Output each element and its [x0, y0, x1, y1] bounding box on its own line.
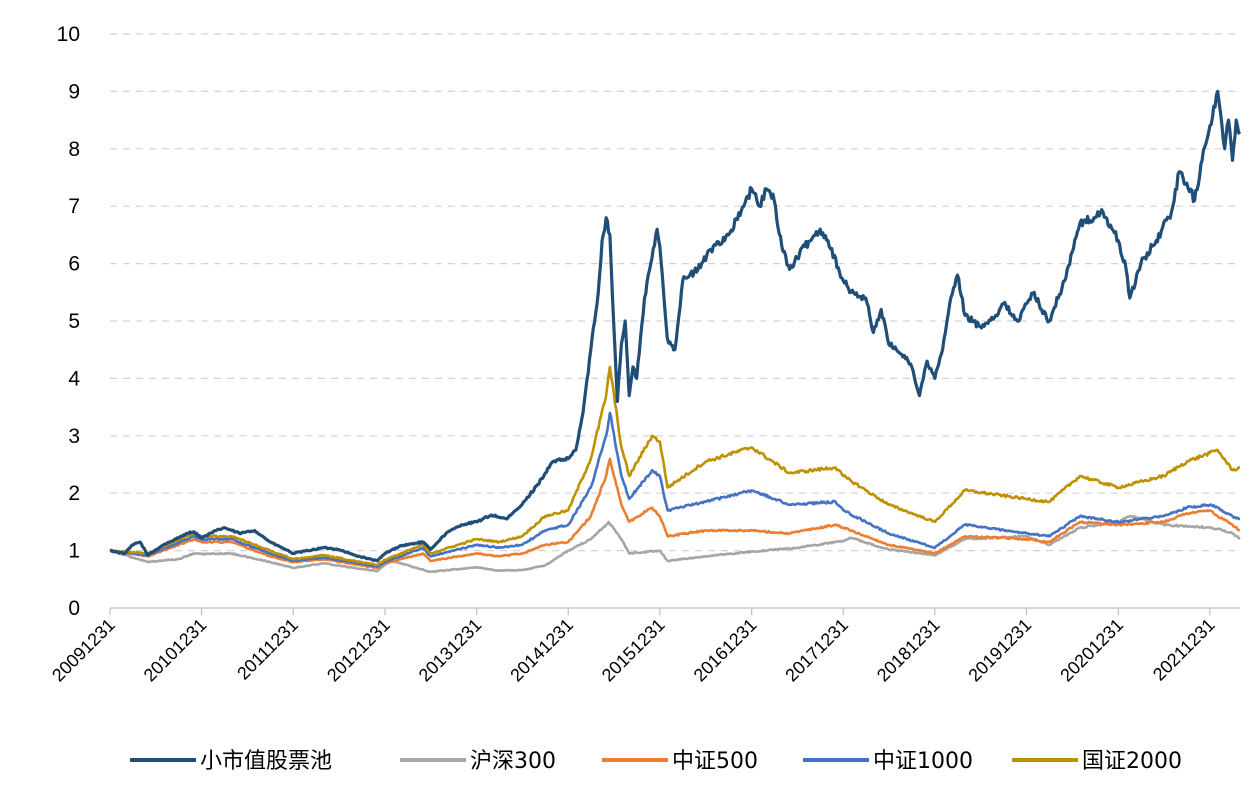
y-tick-label: 10	[57, 23, 80, 46]
x-tick-label: 20101231	[140, 615, 211, 686]
grid-lines	[110, 33, 1240, 552]
legend-label: 中证500	[672, 749, 758, 774]
legend-label: 国证2000	[1082, 749, 1182, 774]
y-tick-label: 2	[68, 482, 80, 505]
x-tick-label: 20211231	[1149, 615, 1219, 685]
series-line	[109, 89, 1242, 563]
series-line	[109, 457, 1241, 570]
x-tick-label: 20151231	[598, 615, 669, 686]
x-tick-label: 20161231	[690, 615, 761, 686]
legend: 小市值股票池 沪深300 中证500 中证1000 国证2000	[130, 749, 1182, 774]
x-tick-label: 20141231	[506, 615, 577, 686]
x-tick-label: 20171231	[781, 615, 852, 686]
y-axis-ticks: 0 1 2 3 4 5 6 7 8 9 10	[57, 23, 81, 620]
legend-label: 沪深300	[470, 749, 556, 774]
x-tick-label: 20131231	[415, 615, 486, 686]
y-tick-label: 6	[68, 253, 80, 276]
series-line	[109, 411, 1241, 568]
legend-label: 中证1000	[873, 749, 973, 774]
series-line	[109, 514, 1241, 574]
y-tick-label: 5	[68, 310, 80, 333]
y-tick-label: 3	[68, 425, 80, 448]
series-lines	[109, 89, 1242, 574]
y-tick-label: 1	[68, 540, 80, 563]
y-tick-label: 9	[68, 80, 80, 103]
series-line	[109, 365, 1240, 567]
x-axis: 20091231 20101231 20111231 20121231 20131231…	[48, 607, 1240, 686]
y-tick-label: 0	[68, 597, 80, 620]
x-tick-label: 20191231	[964, 615, 1035, 686]
x-tick-label: 20111231	[233, 615, 302, 684]
x-tick-label: 20181231	[873, 615, 944, 686]
y-tick-label: 7	[68, 195, 80, 218]
x-tick-label: 20091231	[48, 615, 119, 686]
x-tick-label: 20121231	[323, 615, 394, 686]
y-tick-label: 4	[68, 367, 80, 390]
x-tick-label: 20201231	[1056, 615, 1127, 686]
y-tick-label: 8	[68, 138, 80, 161]
legend-label: 小市值股票池	[200, 749, 332, 774]
